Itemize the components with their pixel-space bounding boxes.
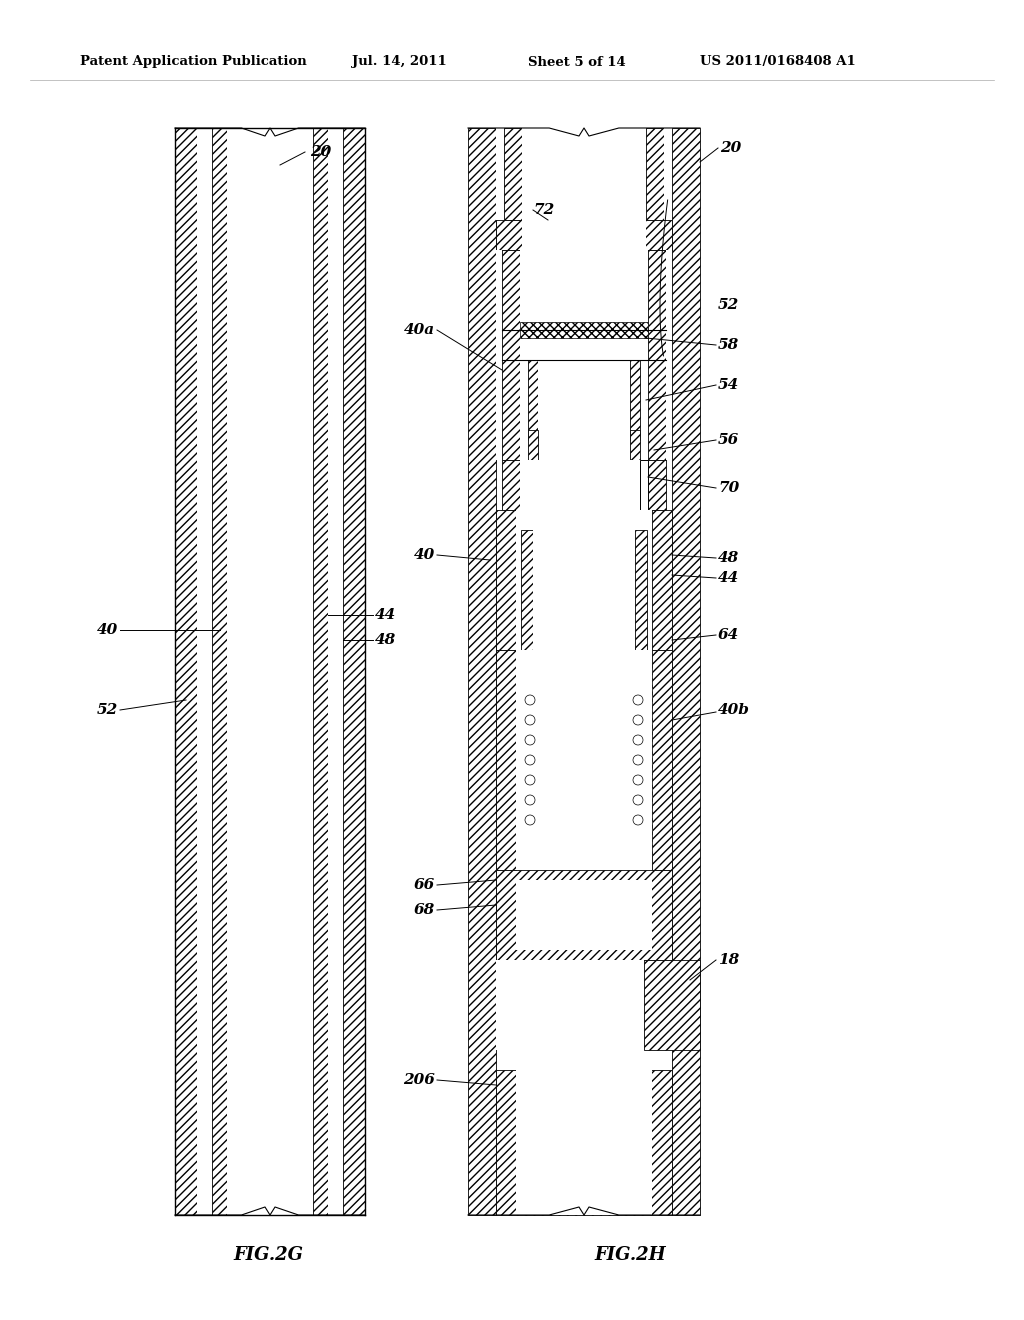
Text: Jul. 14, 2011: Jul. 14, 2011 [352,55,446,69]
Text: Patent Application Publication: Patent Application Publication [80,55,307,69]
Bar [652,649,672,870]
Bar [640,459,648,510]
Bar [648,249,666,459]
Circle shape [633,775,643,785]
Bar [516,1071,652,1214]
Text: FIG.2G: FIG.2G [233,1246,303,1265]
Circle shape [633,696,643,705]
Text: 20: 20 [720,141,741,154]
Bar [520,459,648,510]
Text: 48: 48 [375,634,396,647]
Text: 52: 52 [96,704,118,717]
Bar [521,531,534,649]
Bar [644,960,700,1049]
Bar [538,360,630,440]
Bar [343,128,365,1214]
Bar [646,128,664,220]
Bar [496,128,504,220]
Text: US 2011/0168408 A1: US 2011/0168408 A1 [700,55,856,69]
Bar [664,128,672,220]
Bar [496,870,672,960]
Circle shape [633,795,643,805]
Text: 206: 206 [403,1073,435,1086]
Bar [520,322,648,338]
Circle shape [525,775,535,785]
Circle shape [633,715,643,725]
Bar [516,880,652,950]
Bar [496,220,672,249]
Bar [212,128,227,1214]
Bar [528,430,538,459]
Text: 72: 72 [534,203,554,216]
Text: FIG.2H: FIG.2H [594,1246,666,1265]
Bar [313,128,328,1214]
Bar [528,360,538,440]
Bar [630,360,640,440]
Bar [468,128,496,1214]
Circle shape [525,814,535,825]
Circle shape [633,814,643,825]
Text: 54: 54 [718,378,739,392]
Bar [504,128,522,220]
Bar [652,510,672,649]
Bar [496,249,502,459]
Circle shape [525,696,535,705]
Circle shape [633,735,643,744]
Text: 52: 52 [718,298,739,312]
Circle shape [633,755,643,766]
Text: 58: 58 [718,338,739,352]
Text: 64: 64 [718,628,739,642]
Circle shape [525,735,535,744]
Bar [496,510,516,649]
Bar [328,128,343,1214]
Text: 18: 18 [718,953,739,968]
Circle shape [525,795,535,805]
Bar [516,665,532,855]
Text: 40b: 40b [718,704,750,717]
Bar [516,649,652,870]
Bar [502,459,666,510]
Text: 44: 44 [375,609,396,622]
Bar [672,128,700,1214]
Text: Sheet 5 of 14: Sheet 5 of 14 [528,55,626,69]
Text: 68: 68 [414,903,435,917]
Bar [636,665,652,855]
Text: 70: 70 [718,480,739,495]
Text: 44: 44 [718,572,739,585]
Bar [502,249,520,459]
Bar [227,128,313,1214]
Text: 40a: 40a [403,323,435,337]
Bar [666,249,672,459]
Bar [496,1071,672,1214]
Text: 40: 40 [96,623,118,638]
Circle shape [525,715,535,725]
Text: 48: 48 [718,550,739,565]
Bar [197,128,212,1214]
Circle shape [525,755,535,766]
Bar [496,960,644,1049]
Bar [534,531,635,649]
Bar [522,220,646,249]
Text: 56: 56 [718,433,739,447]
Text: 40: 40 [414,548,435,562]
Bar [630,430,640,459]
Text: 66: 66 [414,878,435,892]
Bar [522,128,646,220]
Bar [516,510,652,649]
Bar [496,649,516,870]
Bar [520,249,648,459]
Bar [635,531,647,649]
Bar [175,128,197,1214]
Text: 20: 20 [310,145,331,158]
